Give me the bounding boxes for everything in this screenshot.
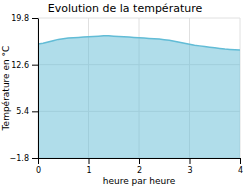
- tick-mark: [32, 65, 38, 66]
- tick: 1: [86, 158, 91, 175]
- x-axis: 0 1 2 3 4: [36, 158, 243, 175]
- tick-label: 4: [238, 166, 243, 175]
- plot: 0 1 2 3 4 −1.8 5.4 12.6 19.8: [10, 14, 243, 175]
- tick: −1.8: [10, 154, 38, 163]
- tick-mark: [240, 158, 241, 164]
- tick-label: 12.6: [11, 61, 29, 70]
- tick: 19.8: [11, 14, 38, 23]
- tick-mark: [32, 111, 38, 112]
- grid-line: [38, 18, 39, 158]
- grid-line: [38, 18, 240, 19]
- tick-mark: [38, 158, 39, 164]
- title: Evolution de la température: [48, 2, 203, 15]
- tick-label: 1: [86, 166, 91, 175]
- tick-mark: [32, 18, 38, 19]
- x-axis-title: heure par heure: [103, 176, 176, 186]
- line: [38, 36, 240, 50]
- tick: 0: [36, 158, 41, 175]
- grid: [38, 18, 240, 158]
- tick-label: 0: [36, 166, 41, 175]
- area: [38, 36, 240, 158]
- tick: 3: [187, 158, 192, 175]
- tick-label: 19.8: [11, 14, 29, 23]
- tick-label: −1.8: [10, 154, 29, 163]
- chart: 0 1 2 3 4 −1.8 5.4 12.6 19.8 Evolution de la temp…: [0, 0, 250, 188]
- tick: 5.4: [16, 107, 38, 116]
- tick: 2: [137, 158, 142, 175]
- tick-label: 5.4: [16, 107, 29, 116]
- y-axis-title: Température en °C: [1, 46, 11, 132]
- tick-label: 2: [137, 166, 142, 175]
- tick: 4: [238, 158, 243, 175]
- tick-mark: [89, 158, 90, 164]
- tick-label: 3: [187, 166, 192, 175]
- tick-mark: [139, 158, 140, 164]
- axis-line: [38, 19, 39, 159]
- y-axis: −1.8 5.4 12.6 19.8: [10, 14, 39, 163]
- tick-mark: [190, 158, 191, 164]
- marks: [38, 36, 240, 158]
- tick: 12.6: [11, 61, 38, 70]
- tick-mark: [32, 158, 38, 159]
